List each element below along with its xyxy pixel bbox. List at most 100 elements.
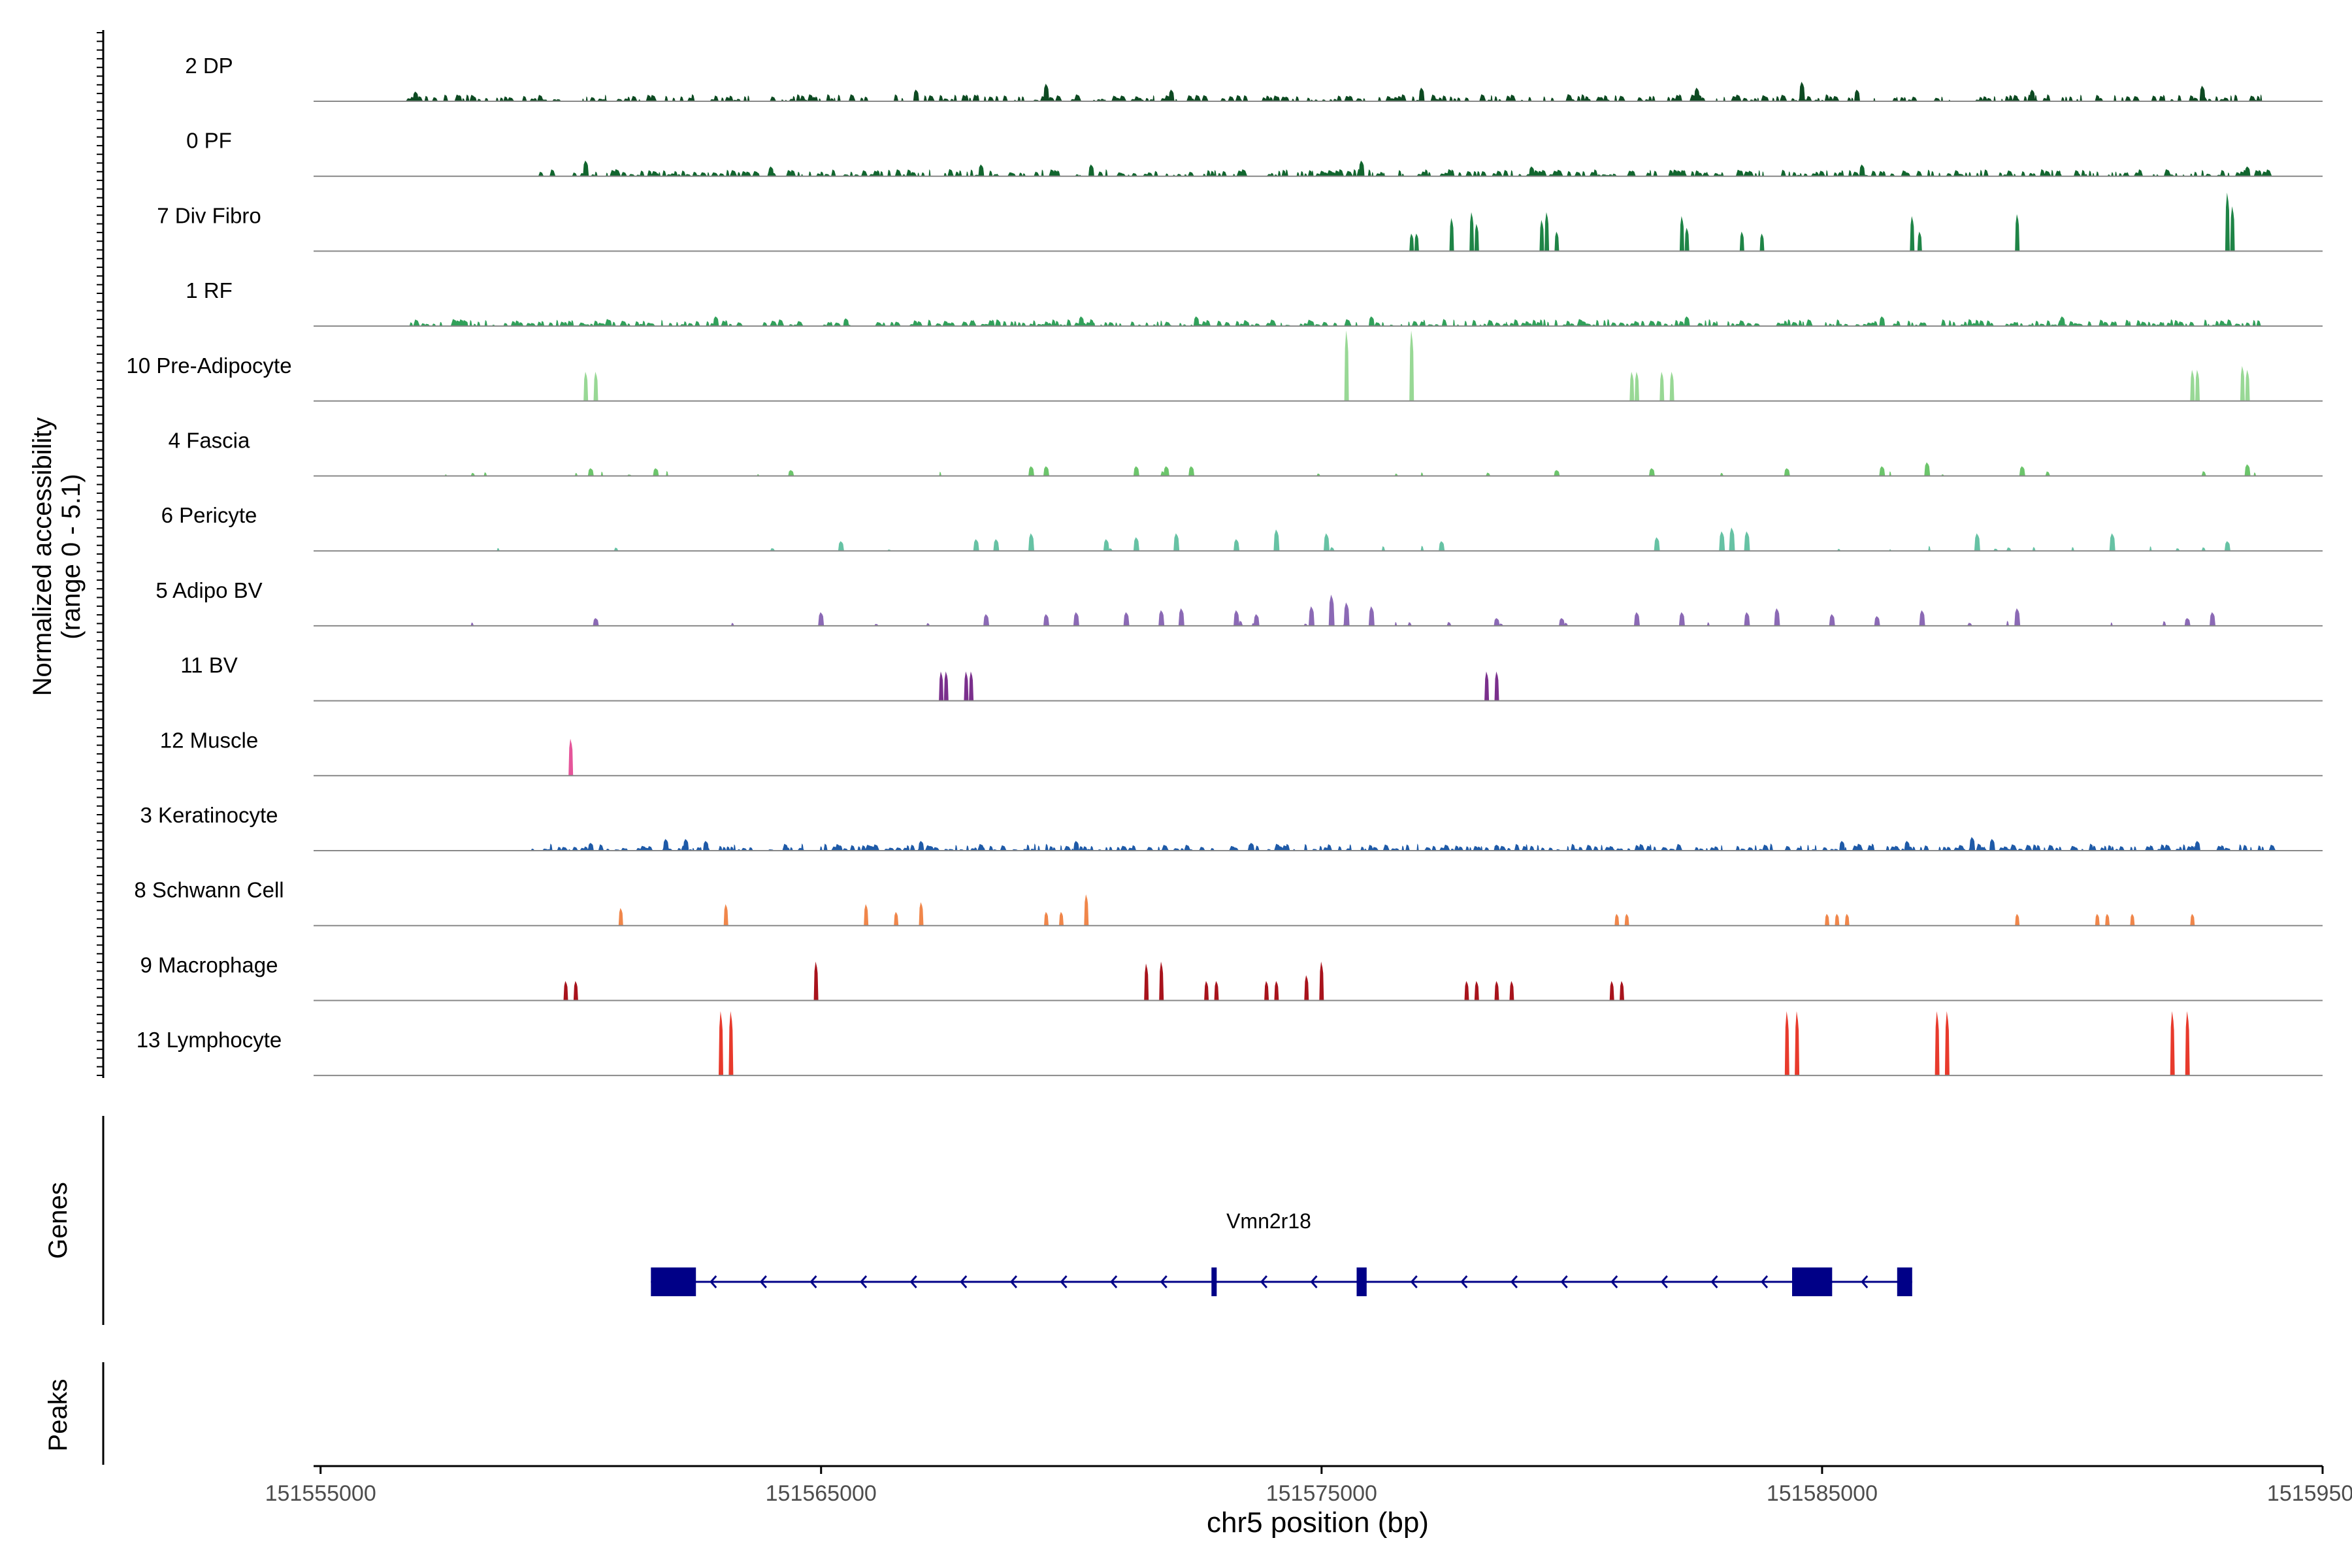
- track-peak: [1693, 88, 1700, 101]
- track-peak: [1494, 671, 1499, 701]
- track-label: 7 Div Fibro: [157, 203, 261, 227]
- track-peak: [1874, 616, 1880, 626]
- track-peak: [1969, 837, 1976, 851]
- track-peak: [719, 1011, 723, 1076]
- track-peak: [593, 372, 598, 401]
- track-peak: [1073, 841, 1079, 851]
- track-peak: [703, 841, 709, 851]
- track-peak: [1624, 913, 1629, 926]
- strand-arrow-icon: [1260, 1275, 1268, 1288]
- track-peak: [1744, 612, 1750, 626]
- track-peak: [1989, 839, 1995, 851]
- track-peak: [1844, 913, 1850, 926]
- track-peak: [1358, 160, 1365, 176]
- track-peak: [662, 839, 669, 851]
- track-peak: [2244, 166, 2251, 176]
- track-peak: [653, 468, 659, 476]
- track-peak: [1609, 981, 1614, 1001]
- x-axis-tick-label: 151555000: [265, 1481, 376, 1506]
- track-2: 7 Div Fibro: [157, 192, 2323, 252]
- track-peak: [1974, 533, 1980, 551]
- peaks-label: Peaks: [44, 1379, 73, 1451]
- strand-arrow-icon: [809, 1275, 817, 1288]
- track-peak: [1418, 88, 1425, 101]
- track-peak: [864, 904, 869, 926]
- track-peak: [1059, 911, 1064, 926]
- track-peak: [2195, 370, 2200, 401]
- track-peak: [1073, 612, 1079, 626]
- track-peak: [1629, 372, 1635, 401]
- track-peak: [2014, 608, 2021, 626]
- track-peak: [1133, 537, 1139, 551]
- track-peak: [1719, 531, 1725, 551]
- track-background-signal: [497, 546, 2206, 551]
- track-peak: [1684, 316, 1690, 327]
- track-peak: [1784, 468, 1790, 476]
- track-peak: [2095, 913, 2100, 926]
- track-peak: [1439, 541, 1445, 551]
- track-peak: [943, 671, 949, 701]
- strand-arrow-icon: [859, 1275, 868, 1288]
- track-peak: [1178, 608, 1184, 626]
- track-peak: [1043, 84, 1049, 101]
- track-label: 12 Muscle: [160, 728, 258, 752]
- strand-arrow-icon: [759, 1275, 767, 1288]
- track-peak: [618, 907, 623, 926]
- track-peak: [2190, 913, 2195, 926]
- track-peak: [2184, 618, 2191, 626]
- track-peak: [1799, 82, 1805, 101]
- strand-arrow-icon: [1060, 1275, 1068, 1288]
- track-peak: [1484, 671, 1490, 701]
- track-peak: [1544, 212, 1550, 252]
- track-peak: [1839, 841, 1846, 851]
- track-peak: [2224, 541, 2230, 551]
- track-peak: [1559, 618, 1565, 626]
- gene-exon: [1211, 1267, 1217, 1296]
- track-peak: [1273, 529, 1280, 551]
- track-peak: [1233, 539, 1240, 551]
- track-0: 2 DP: [185, 54, 2323, 102]
- strand-arrow-icon: [1510, 1275, 1518, 1288]
- track-peak: [587, 468, 594, 476]
- track-peak: [1854, 90, 1860, 101]
- track-label: 5 Adipo BV: [155, 578, 262, 602]
- track-peak: [568, 738, 574, 776]
- track-peak: [2029, 90, 2036, 101]
- track-peak: [2230, 206, 2235, 252]
- track-peak: [587, 843, 594, 851]
- track-peak: [1509, 981, 1514, 1001]
- x-axis-tick-label: 151585000: [1767, 1481, 1878, 1506]
- track-peak: [1204, 981, 1209, 1001]
- track-peak: [1028, 533, 1034, 551]
- track-peak: [2019, 466, 2025, 476]
- track-label: 10 Pre-Adipocyte: [126, 353, 291, 378]
- track-label: 1 RF: [186, 278, 233, 302]
- track-label: 8 Schwann Cell: [134, 878, 284, 902]
- track-peak: [583, 160, 589, 176]
- track-peak: [1910, 216, 1915, 252]
- strand-arrow-icon: [1460, 1275, 1468, 1288]
- track-peak: [1449, 218, 1454, 252]
- track-peak: [1409, 330, 1414, 401]
- track-3: 1 RF: [186, 278, 2323, 327]
- track-peak: [1879, 466, 1886, 476]
- track-peak: [2210, 612, 2215, 626]
- track-peak: [978, 164, 985, 176]
- track-peak: [1414, 233, 1419, 252]
- track-label: 2 DP: [185, 54, 233, 78]
- track-10: 3 Keratinocyte: [140, 803, 2323, 851]
- track-peak: [1935, 1011, 1940, 1076]
- coverage-axis-ticks: [97, 32, 103, 1076]
- track-peak: [1919, 610, 1925, 626]
- strand-arrow-icon: [1660, 1275, 1668, 1288]
- strand-arrow-icon: [1710, 1275, 1718, 1288]
- track-peak: [1168, 90, 1175, 101]
- genes-label: Genes: [44, 1182, 73, 1259]
- track-peak: [1158, 610, 1165, 626]
- track-background-signal: [538, 169, 2272, 176]
- track-peak: [1088, 164, 1094, 176]
- track-peak: [1859, 164, 1865, 176]
- track-peak: [788, 470, 794, 476]
- strand-arrow-icon: [1760, 1275, 1769, 1288]
- track-peak: [1084, 894, 1089, 926]
